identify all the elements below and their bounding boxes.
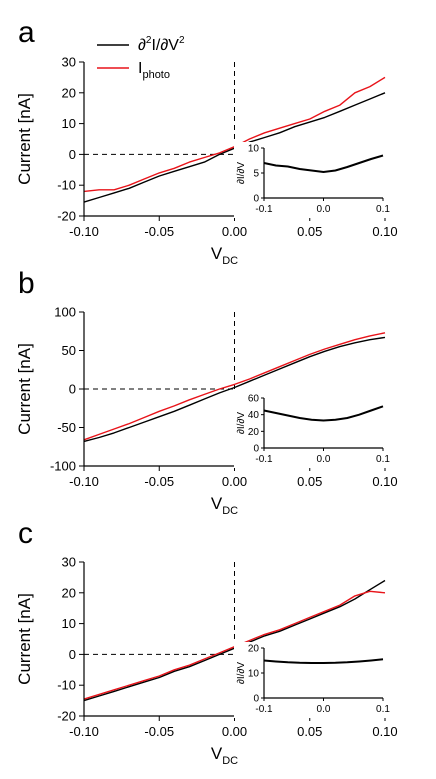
x-tick-label: 0.10 [372,224,397,239]
inset-series-line [263,154,384,174]
inset-y-tick-label: 60 [248,394,260,405]
inset-x-tick-label: -0.1 [255,704,273,715]
y-tick-label: 10 [62,116,76,131]
legend-black-part1: ∂ [138,37,146,54]
inset-background [234,142,391,218]
inset-y-tick-label: 0 [253,444,259,455]
x-tick-label: -0.10 [69,474,99,489]
x-tick-label: -0.05 [144,724,174,739]
y-tick-label: 20 [62,85,76,100]
legend-red-main: I [138,60,142,77]
x-tick-label: 0.00 [222,224,247,239]
inset-y-tick-label: 0 [253,694,259,705]
y-tick-label: -10 [57,678,76,693]
y-axis-title: Current [nA] [15,343,34,435]
y-axis-title: Current [nA] [15,93,34,185]
inset-series-line [263,658,384,664]
y-tick-label: -10 [57,178,76,193]
y-tick-label: -100 [50,459,76,474]
legend-black-sup2: 2 [179,35,185,46]
inset-y-axis-title: ∂I/∂V [236,412,247,434]
x-axis-title-sub: DC [222,755,238,767]
inset-x-tick-label: 0.1 [376,704,390,715]
inset-x-tick-label: -0.1 [255,204,273,215]
x-tick-label: 0.05 [297,474,322,489]
inset-y-tick-label: 10 [248,144,260,155]
y-tick-label: -20 [57,209,76,224]
inset-b: 0 20 40 60 -0.1 0.0 0.1 ∂I/∂V [234,392,391,468]
panel-letter-c: c [18,517,33,550]
inset-background [234,642,391,718]
inset-x-tick-label: 0.0 [317,454,331,465]
x-tick-label: -0.10 [69,724,99,739]
inset-a: 0 5 10 -0.1 0.0 0.1 ∂I/∂V [234,142,391,218]
inset-y-tick-label: 0 [253,194,259,205]
x-axis-title-sub: DC [222,505,238,517]
x-tick-label: 0.00 [222,724,247,739]
x-axis-title-main: V [211,744,223,763]
x-axis-title-main: V [211,494,223,513]
x-tick-label: 0.10 [372,724,397,739]
x-axis-title-sub: DC [222,255,238,267]
x-tick-label: 0.05 [297,724,322,739]
inset-y-tick-label: 5 [253,169,259,180]
legend-black-sup1: 2 [146,35,152,46]
panel-letter-a: a [18,16,35,49]
y-tick-label: 0 [69,647,76,662]
inset-y-axis-title: ∂I/∂V [236,162,247,184]
inset-c: 0 10 20 -0.1 0.0 0.1 ∂I/∂V [234,642,391,718]
y-tick-label: 30 [62,55,76,70]
x-tick-label: 0.00 [222,474,247,489]
x-axis-title: VDC [211,744,238,767]
y-tick-label: 100 [54,305,76,320]
inset-y-tick-label: 20 [248,427,260,438]
series-line-red [83,332,386,441]
inset-x-tick-label: 0.0 [317,704,331,715]
x-tick-label: 0.10 [372,474,397,489]
x-axis-title: VDC [211,494,238,517]
x-axis-title-main: V [211,244,223,263]
legend-label-black: ∂2I/∂V2 [138,35,185,54]
x-tick-label: -0.05 [144,474,174,489]
inset-x-tick-label: -0.1 [255,454,273,465]
inset-x-tick-label: 0.0 [317,204,331,215]
series-line-black [83,336,386,443]
legend-black-part2: I/∂V [151,37,179,54]
inset-background [234,392,391,468]
legend-red-sub: photo [142,69,170,81]
inset-y-tick-label: 10 [248,669,260,680]
y-tick-label: 10 [62,616,76,631]
legend-label-red: Iphoto [138,60,170,81]
x-tick-label: 0.05 [297,224,322,239]
x-tick-label: -0.05 [144,224,174,239]
y-tick-label: 0 [69,147,76,162]
inset-x-tick-label: 0.1 [376,454,390,465]
y-tick-label: -50 [57,420,76,435]
y-tick-label: 20 [62,585,76,600]
y-tick-label: 50 [62,343,76,358]
y-axis-title: Current [nA] [15,593,34,685]
x-axis-title: VDC [211,244,238,267]
inset-series-line [263,405,384,422]
inset-y-axis-title: ∂I/∂V [236,662,247,684]
x-tick-label: -0.10 [69,224,99,239]
panel-letter-b: b [18,267,35,300]
inset-y-tick-label: 40 [248,410,260,421]
inset-x-tick-label: 0.1 [376,204,390,215]
y-tick-label: 0 [69,382,76,397]
inset-y-tick-label: 20 [248,644,260,655]
y-tick-label: 30 [62,555,76,570]
y-tick-label: -20 [57,709,76,724]
